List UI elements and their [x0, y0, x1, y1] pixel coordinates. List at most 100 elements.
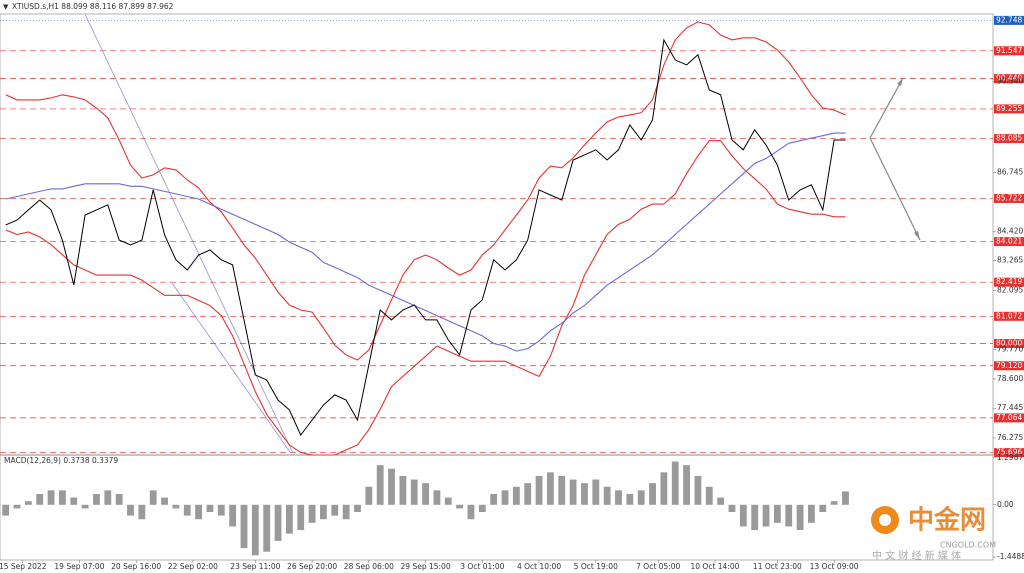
y-tick-label: 84.420 [997, 226, 1023, 235]
macd-bar [842, 491, 849, 505]
macd-bar [229, 504, 237, 527]
macd-bar [773, 504, 781, 523]
macd-bar [206, 504, 214, 513]
macd-bar [762, 504, 770, 527]
level-label: 90.449 [996, 74, 1022, 83]
macd-bar [115, 493, 123, 505]
macd-bar [47, 490, 55, 505]
y-tick-label: -1.4488 [997, 552, 1024, 561]
macd-bar [376, 465, 384, 505]
x-tick-label: 10 Oct 14:00 [691, 562, 740, 571]
arrow-head [914, 231, 920, 240]
collapse-icon: ▼ [3, 3, 9, 11]
macd-bar [683, 465, 690, 505]
level-label: 77.064 [996, 413, 1022, 422]
level-label-box [994, 311, 1024, 321]
macd-bar [739, 504, 747, 527]
trend-line [171, 282, 291, 453]
x-tick-label: 13 Oct 09:00 [810, 562, 859, 571]
macd-bar [183, 504, 191, 516]
watermark-logo: 中金网 [908, 505, 986, 536]
arrow-head [897, 78, 903, 86]
symbol-header: XTIUSD.s,H1 88.099 88.116 87.899 87.962 [12, 2, 174, 11]
macd-bar [297, 504, 305, 531]
macd-bar [274, 504, 282, 541]
macd-bar [331, 504, 339, 516]
level-label-box [994, 46, 1024, 56]
logo-icon [879, 514, 891, 526]
macd-bar [217, 504, 225, 516]
level-label: 85.722 [996, 193, 1022, 202]
macd-bar [161, 497, 168, 505]
marker-label: 92.748 [996, 15, 1022, 24]
level-label-box [994, 134, 1024, 144]
level-label-box [994, 237, 1024, 247]
macd-bar [819, 504, 827, 513]
trend-line [84, 13, 294, 454]
macd-bar [149, 490, 157, 505]
macd-bar [399, 475, 407, 505]
macd-bar [70, 497, 78, 505]
macd-bar [626, 493, 634, 505]
level-label: 84.021 [996, 237, 1022, 246]
level-label-box [994, 193, 1024, 203]
y-tick-label: 76.275 [997, 433, 1023, 442]
series-line [5, 132, 846, 352]
macd-bar [388, 468, 395, 505]
macd-bar [59, 490, 66, 505]
macd-bar [592, 479, 600, 505]
macd-bar [81, 504, 89, 509]
y-tick-label: 78.600 [997, 374, 1023, 383]
macd-bar [512, 486, 520, 505]
level-label: 82.419 [996, 277, 1022, 286]
x-tick-label: 23 Sep 11:00 [230, 562, 280, 571]
x-tick-label: 11 Oct 23:00 [753, 562, 802, 571]
macd-bar [251, 504, 259, 556]
level-label-box [994, 74, 1024, 84]
level-label-box [994, 104, 1024, 114]
level-label-box [994, 413, 1024, 423]
x-tick-label: 7 Oct 05:00 [636, 562, 680, 571]
macd-bar [127, 504, 134, 516]
macd-bar [581, 483, 588, 505]
macd-bar [410, 479, 418, 505]
macd-bar [13, 504, 21, 509]
forecast-arrow [869, 137, 921, 241]
x-tick-label: 4 Oct 10:00 [517, 562, 561, 571]
macd-bar [830, 501, 838, 505]
macd-bar [365, 486, 373, 505]
series-line [5, 21, 846, 361]
macd-bar [285, 504, 293, 534]
x-tick-label: 20 Sep 16:00 [111, 562, 161, 571]
series-line [5, 140, 846, 456]
macd-bar [751, 504, 759, 531]
forecast-arrow [869, 77, 904, 139]
x-tick-label: 22 Sep 02:00 [168, 562, 218, 571]
marker-label-box [994, 15, 1024, 25]
macd-bar [535, 475, 543, 505]
level-label-box [994, 338, 1024, 348]
macd-bar [467, 504, 475, 520]
level-label-box [994, 361, 1024, 371]
macd-bar [24, 501, 32, 505]
x-tick-label: 28 Sep 06:00 [344, 562, 394, 571]
macd-bar [263, 504, 271, 552]
y-tick-label: 77.445 [997, 403, 1023, 412]
macd-bar [172, 504, 180, 509]
macd-bar [660, 472, 668, 505]
macd-bar [2, 504, 10, 516]
macd-bar [195, 504, 203, 520]
macd-bar [478, 504, 486, 513]
level-label: 91.547 [996, 46, 1022, 55]
level-label: 81.072 [996, 311, 1022, 320]
macd-bar [342, 504, 350, 520]
macd-bar [603, 486, 611, 505]
y-tick-label: 1.2987 [997, 453, 1023, 462]
watermark-slogan: 中 文 财 经 新 媒 体 [872, 549, 961, 562]
macd-bar [93, 493, 100, 505]
level-label-box [994, 448, 1024, 458]
macd-bar [456, 504, 464, 509]
y-tick-label: 82.095 [997, 285, 1023, 294]
